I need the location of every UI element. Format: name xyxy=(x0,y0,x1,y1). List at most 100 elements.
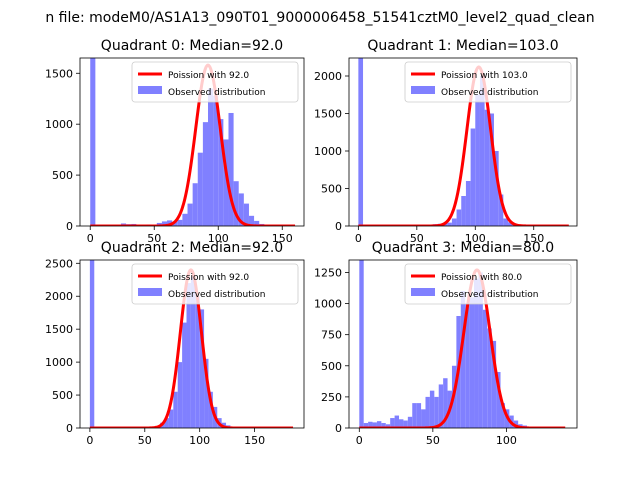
hist-bar xyxy=(394,415,400,428)
hist-bar xyxy=(484,109,490,226)
x-tick-label: 50 xyxy=(138,434,152,447)
legend: Poission with 92.0 Observed distribution xyxy=(131,61,299,103)
hist-bar xyxy=(482,309,488,428)
x-tick-label: 100 xyxy=(189,434,210,447)
hist-bar xyxy=(503,218,509,226)
y-tick-label: 0 xyxy=(335,220,342,233)
hist-bar xyxy=(202,122,208,226)
histogram-bars xyxy=(359,260,527,428)
hist-bar xyxy=(469,297,475,428)
hist-bar xyxy=(407,416,413,428)
hist-bar xyxy=(478,272,483,428)
hist-bar xyxy=(381,423,386,428)
hist-bar xyxy=(177,219,183,226)
hist-bar xyxy=(456,209,462,226)
y-tick-label: 1000 xyxy=(45,356,73,369)
y-tick-label: 750 xyxy=(321,329,342,342)
y-tick-label: 500 xyxy=(52,169,73,182)
y-tick-label: 1500 xyxy=(45,67,73,80)
y-tick-label: 2500 xyxy=(45,257,73,270)
hist-bar xyxy=(479,76,485,226)
legend: Poission with 80.0 Observed distribution xyxy=(404,263,572,305)
hist-bar xyxy=(186,283,191,428)
hist-bar xyxy=(376,421,382,428)
y-tick-label: 0 xyxy=(335,422,342,435)
legend-hist-swatch xyxy=(138,86,162,94)
hist-bar xyxy=(372,422,377,428)
x-tick-label: 0 xyxy=(86,434,93,447)
hist-bar xyxy=(213,95,219,226)
hist-bar xyxy=(167,220,173,226)
x-tick-label: 50 xyxy=(410,232,424,245)
hist-bar xyxy=(429,390,435,428)
y-tick-label: 500 xyxy=(321,183,342,196)
legend-fit-label: Poission with 103.0 xyxy=(441,71,528,81)
y-tick-label: 2000 xyxy=(314,70,342,83)
hist-bar xyxy=(368,421,373,428)
hist-bar xyxy=(192,183,198,226)
hist-bar xyxy=(461,196,466,226)
y-tick-label: 1000 xyxy=(45,118,73,131)
hist-bar xyxy=(204,358,209,428)
y-tick-label: 1500 xyxy=(314,108,342,121)
poisson-fit-line xyxy=(358,65,569,226)
hist-bar xyxy=(425,396,430,428)
hist-bar xyxy=(416,403,422,428)
hist-bar xyxy=(434,396,439,428)
subplot-title: Quadrant 0: Median=92.0 xyxy=(101,38,283,54)
x-tick-label: 0 xyxy=(355,232,362,245)
legend-fit-label: Poission with 80.0 xyxy=(441,273,522,283)
hist-bar xyxy=(359,260,364,428)
axes-frame xyxy=(348,57,578,227)
y-tick-label: 0 xyxy=(66,220,73,233)
legend-fit-label: Poission with 92.0 xyxy=(168,71,249,81)
hist-bar xyxy=(168,409,174,428)
axes-frame xyxy=(348,259,578,429)
hist-bar xyxy=(438,384,444,428)
hist-bar xyxy=(89,260,95,428)
legend-hist-swatch xyxy=(411,86,435,94)
histogram-bars xyxy=(358,58,523,226)
legend: Poission with 103.0 Observed distribution xyxy=(404,61,572,103)
x-tick-label: 50 xyxy=(426,434,440,447)
hist-bar xyxy=(177,362,183,428)
legend-hist-label: Observed distribution xyxy=(441,290,538,300)
hist-bar xyxy=(513,420,519,428)
y-tick-label: 1000 xyxy=(314,145,342,158)
hist-bar xyxy=(228,112,234,226)
x-tick-label: 150 xyxy=(244,434,265,447)
y-tick-label: 1000 xyxy=(314,298,342,311)
hist-bar xyxy=(443,378,448,428)
hist-bar xyxy=(460,291,466,428)
subplot-title: Quadrant 2: Median=92.0 xyxy=(101,240,283,256)
legend: Poission with 92.0 Observed distribution xyxy=(131,263,299,305)
hist-bar xyxy=(385,424,391,428)
hist-bar xyxy=(187,203,193,226)
hist-bar xyxy=(238,193,244,226)
figure-suptitle: n file: modeM0/AS1A13_090T01_9000006458_… xyxy=(45,10,594,26)
hist-bar xyxy=(399,419,404,428)
hist-bar xyxy=(500,403,505,428)
axes-frame xyxy=(79,57,305,227)
hist-bar xyxy=(493,151,499,226)
y-tick-label: 1250 xyxy=(314,266,342,279)
subplot-title: Quadrant 1: Median=103.0 xyxy=(367,38,558,54)
hist-bar xyxy=(208,88,214,226)
legend-hist-label: Observed distribution xyxy=(441,88,538,98)
legend-fit-label: Poission with 92.0 xyxy=(168,273,249,283)
axes-frame xyxy=(79,259,305,429)
legend-box xyxy=(404,61,572,103)
hist-bar xyxy=(182,213,188,226)
legend-box xyxy=(404,263,572,305)
hist-bar xyxy=(390,418,395,428)
legend-hist-label: Observed distribution xyxy=(168,290,265,300)
hist-bar xyxy=(182,322,187,428)
hist-bar xyxy=(218,119,224,226)
y-tick-label: 0 xyxy=(66,422,73,435)
hist-bar xyxy=(489,113,494,226)
y-tick-label: 500 xyxy=(52,389,73,402)
